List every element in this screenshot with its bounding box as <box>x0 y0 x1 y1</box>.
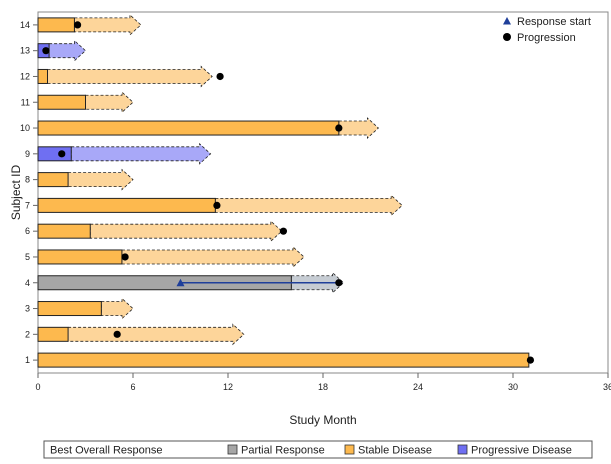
legend-marker-label: Response start <box>517 16 591 28</box>
progression-marker-subject-7 <box>213 201 221 209</box>
legend-progression-icon <box>503 33 511 41</box>
response-bar-subject-9 <box>37 146 72 162</box>
ongoing-arrow-subject-12 <box>47 65 213 88</box>
y-tick-label: 8 <box>25 175 30 185</box>
response-start-marker-subject-4 <box>176 278 185 287</box>
x-tick-label: 0 <box>35 382 40 392</box>
response-bar-subject-5 <box>37 249 123 265</box>
legend-label: Progressive Disease <box>471 445 572 457</box>
progression-marker-subject-2 <box>113 330 121 338</box>
y-tick-label: 3 <box>25 304 30 314</box>
legend-label: Stable Disease <box>358 445 432 457</box>
y-tick-label: 1 <box>25 355 30 365</box>
progression-marker-subject-12 <box>216 72 224 81</box>
y-axis-label: Subject ID <box>9 164 23 220</box>
y-tick-label: 9 <box>25 149 30 159</box>
y-tick-label: 4 <box>25 278 30 288</box>
legend-swatch-partial-response <box>227 444 238 455</box>
ongoing-arrow-subject-13 <box>48 39 87 62</box>
response-bar-subject-11 <box>37 94 86 110</box>
progression-marker-subject-5 <box>121 253 129 261</box>
y-tick-label: 7 <box>25 200 30 210</box>
legend-box <box>43 440 593 459</box>
y-tick-label: 11 <box>21 97 30 107</box>
legend-title: Best Overall Response <box>50 445 163 457</box>
response-bar-subject-1 <box>37 352 530 368</box>
mark-layer <box>37 13 535 368</box>
legend-response-start-icon <box>503 17 511 25</box>
progression-marker-subject-13 <box>42 47 50 55</box>
legend-swatch-stable-disease <box>344 444 355 455</box>
y-tick-label: 2 <box>25 329 30 339</box>
ongoing-arrow-subject-9 <box>70 142 212 165</box>
response-bar-subject-7 <box>37 197 216 213</box>
progression-marker-subject-9 <box>58 150 66 158</box>
ongoing-arrow-subject-5 <box>121 246 305 268</box>
progression-marker-subject-6 <box>279 227 288 235</box>
progression-marker-subject-1 <box>526 356 535 364</box>
response-bar-subject-10 <box>37 120 340 136</box>
ongoing-arrow-subject-14 <box>74 13 142 36</box>
ongoing-arrow-subject-8 <box>67 168 134 191</box>
ongoing-arrow-subject-7 <box>214 194 403 217</box>
legend-label: Partial Response <box>241 445 325 457</box>
x-tick-label: 36 <box>603 382 611 392</box>
y-tick-label: 12 <box>20 71 30 81</box>
legend-marker-label: Progression <box>517 32 576 44</box>
y-tick-label: 14 <box>20 20 30 30</box>
ongoing-arrow-subject-3 <box>100 297 134 320</box>
response-bar-subject-14 <box>37 17 75 33</box>
y-tick-label: 6 <box>25 226 30 236</box>
response-bar-subject-2 <box>37 326 69 342</box>
response-bar-subject-3 <box>37 301 102 317</box>
x-tick-label: 12 <box>223 382 233 392</box>
response-bar-subject-6 <box>37 223 91 239</box>
progression-marker-subject-4 <box>335 279 343 287</box>
x-tick-label: 30 <box>508 382 518 392</box>
x-axis-label: Study Month <box>289 413 356 427</box>
axis-layer: Study Month Subject ID 0 6 12 18 24 30 3612345… <box>9 20 611 427</box>
ongoing-arrow-subject-6 <box>89 220 283 243</box>
progression-marker-subject-14 <box>73 21 82 29</box>
y-tick-label: 5 <box>25 252 30 262</box>
x-tick-label: 24 <box>413 382 423 392</box>
response-bar-subject-12 <box>37 68 48 84</box>
x-tick-label: 18 <box>318 382 328 392</box>
progression-marker-subject-10 <box>335 124 343 132</box>
ongoing-arrow-subject-10 <box>338 117 380 139</box>
response-bar-subject-8 <box>37 172 69 188</box>
y-tick-label: 10 <box>20 123 30 133</box>
marker-legend: Response start Progression <box>503 16 591 44</box>
ongoing-arrow-subject-2 <box>67 323 245 346</box>
response-legend: Best Overall Response Partial Response St… <box>43 440 593 459</box>
y-tick-label: 13 <box>20 46 30 56</box>
legend-swatch-progressive-disease <box>457 444 468 455</box>
ongoing-arrow-subject-11 <box>85 91 134 114</box>
x-tick-label: 6 <box>130 382 135 392</box>
